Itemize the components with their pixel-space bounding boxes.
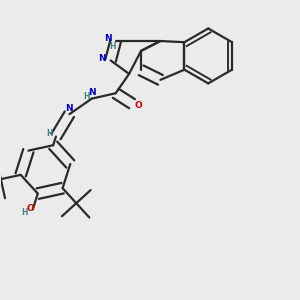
Text: N: N [88, 88, 96, 97]
Text: N: N [104, 34, 112, 43]
Text: H: H [46, 129, 52, 138]
Text: H: H [21, 208, 28, 217]
Text: O: O [26, 204, 34, 213]
Text: H: H [110, 42, 116, 51]
Text: N: N [98, 54, 106, 63]
Text: N: N [65, 104, 73, 113]
Text: O: O [135, 101, 142, 110]
Text: H: H [83, 92, 90, 101]
